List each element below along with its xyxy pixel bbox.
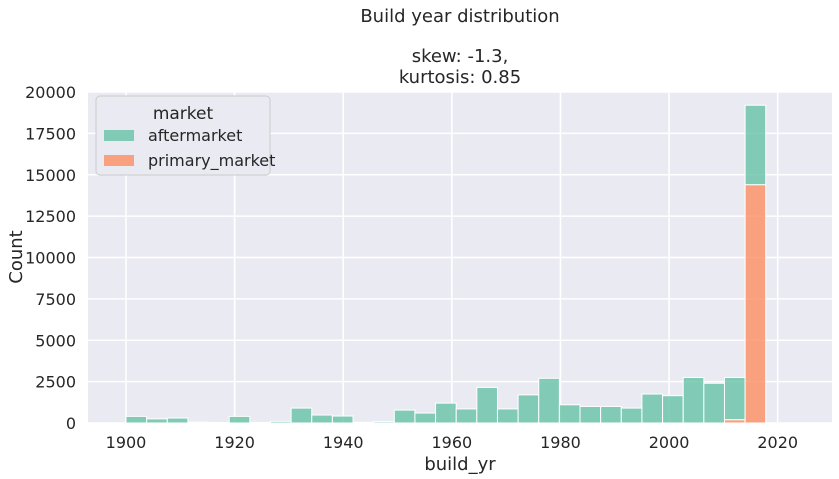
bar-aftermarket [311, 414, 333, 424]
bar-aftermarket [476, 386, 498, 424]
bar-aftermarket [373, 421, 395, 424]
legend-label-aftermarket: aftermarket [148, 126, 242, 145]
y-tick-label: 17500 [25, 124, 76, 143]
chart-title: Build year distribution skew: -1.3, kurt… [360, 6, 559, 88]
bar-aftermarket [414, 412, 437, 424]
y-tick-label: 10000 [25, 249, 76, 268]
bar-aftermarket [352, 421, 375, 424]
y-axis-label: Count [6, 230, 27, 283]
bar-aftermarket [290, 407, 313, 424]
bars [125, 104, 767, 424]
x-tick-label: 1940 [323, 433, 364, 452]
y-tick-label: 7500 [35, 290, 76, 309]
bar-aftermarket [558, 404, 581, 424]
bar-aftermarket [435, 402, 457, 424]
y-tick-label: 12500 [25, 207, 76, 226]
y-tick-label: 5000 [35, 331, 76, 350]
x-tick-label: 2000 [649, 433, 690, 452]
legend-label-primary-market: primary_market [148, 151, 275, 171]
bar-aftermarket [662, 395, 684, 424]
x-tick-label: 2020 [757, 433, 798, 452]
x-axis-label: build_yr [424, 454, 496, 475]
bar-aftermarket [682, 376, 705, 424]
bar-aftermarket [600, 405, 622, 424]
bar-aftermarket [187, 421, 210, 424]
y-tick-label: 2500 [35, 373, 76, 392]
x-tick-labels: 1900 1920 1940 1960 1980 2000 2020 [106, 433, 798, 452]
x-tick-label: 1900 [106, 433, 147, 452]
legend: market aftermarket primary_market [95, 95, 275, 176]
bar-aftermarket [496, 408, 519, 424]
x-tick-label: 1980 [540, 433, 581, 452]
bar-aftermarket [393, 409, 416, 424]
title-line-4: kurtosis: 0.85 [399, 67, 521, 88]
legend-swatch-aftermarket [104, 130, 134, 141]
bar-primary-market [744, 184, 767, 424]
y-tick-label: 20000 [25, 83, 76, 102]
x-tick-label: 1960 [431, 433, 472, 452]
legend-swatch-primary-market [104, 155, 134, 166]
legend-title: market [153, 104, 214, 124]
bar-aftermarket [744, 104, 767, 186]
bar-aftermarket [517, 394, 540, 424]
bar-aftermarket [228, 415, 251, 424]
bar-aftermarket [125, 415, 148, 424]
bar-aftermarket [723, 376, 746, 421]
bar-aftermarket [620, 407, 643, 424]
bar-aftermarket [455, 408, 478, 424]
x-tick-label: 1920 [214, 433, 255, 452]
bar-aftermarket [538, 377, 560, 424]
legend-box [95, 95, 271, 176]
y-tick-label: 15000 [25, 166, 76, 185]
bar-aftermarket [146, 418, 168, 424]
bar-aftermarket [579, 405, 602, 424]
bar-aftermarket [331, 415, 354, 424]
bar-aftermarket [703, 382, 725, 424]
title-line-3: skew: -1.3, [412, 46, 509, 67]
y-tick-labels: 0 2500 5000 7500 10000 12500 15000 17500 20000 [25, 83, 76, 433]
y-tick-label: 0 [66, 414, 76, 433]
title-line-1: Build year distribution [360, 6, 559, 27]
bar-aftermarket [269, 420, 292, 424]
bar-aftermarket [641, 393, 664, 424]
bar-aftermarket [166, 417, 189, 424]
